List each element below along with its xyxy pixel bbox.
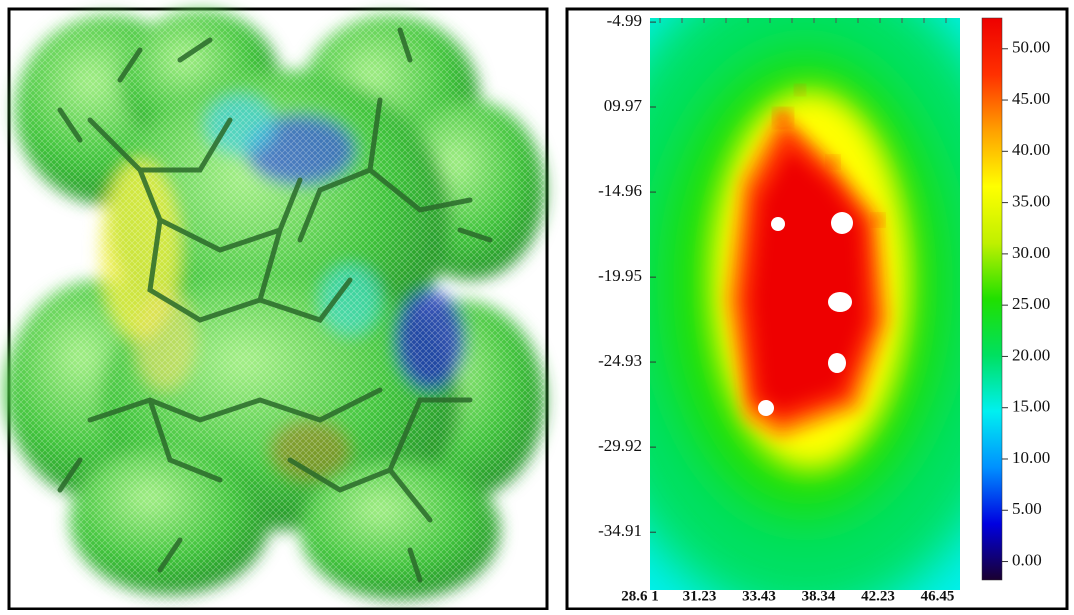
figure: -4.99 09.97 -14.96 -19.95 -24.93 -29.92 -34.91…	[0, 0, 1074, 610]
y-tick-label: -29.92	[598, 436, 642, 455]
colorbar-tick-label: 20.00	[1012, 345, 1050, 364]
field-hole	[758, 400, 774, 416]
y-tick-label: -34.91	[598, 521, 642, 540]
colorbar-tick-label: 30.00	[1012, 243, 1050, 262]
field-hole	[831, 212, 853, 234]
colorbar-tick-label: 45.00	[1012, 89, 1050, 108]
colorbar-tick-label: 25.00	[1012, 294, 1050, 313]
colorbar-tick-label: 35.00	[1012, 192, 1050, 211]
field-spot	[796, 86, 804, 94]
colorbar	[982, 18, 1002, 580]
x-tick-label: 46.45	[921, 588, 955, 604]
x-tick-label: 42.23	[861, 588, 895, 604]
y-tick-label: -19.95	[598, 266, 642, 285]
y-tick-label: -14.96	[598, 181, 642, 200]
field-spot	[776, 111, 790, 125]
field-hole	[828, 292, 852, 312]
y-tick-label: -4.99	[607, 11, 642, 30]
x-tick-label: 38.34	[802, 588, 836, 604]
x-tick-label: 33.43	[742, 588, 776, 604]
field-spot	[873, 215, 883, 225]
field-hole	[828, 353, 846, 373]
colorbar-tick-label: 10.00	[1012, 448, 1050, 467]
field-hole	[771, 217, 785, 231]
colorbar-tick-label: 15.00	[1012, 397, 1050, 416]
molecule-panel	[5, 9, 547, 609]
x-tick-label: 31.23	[683, 588, 717, 604]
colorbar-tick-label: 0.00	[1012, 550, 1042, 569]
colorbar-tick-label: 5.00	[1012, 499, 1042, 518]
colorbar-tick-label: 40.00	[1012, 140, 1050, 159]
colorbar-tick-label: 50.00	[1012, 38, 1050, 57]
x-tick-label: 28.6 1	[621, 588, 659, 604]
field-spot	[828, 157, 838, 167]
y-tick-label: 09.97	[604, 96, 643, 115]
heatmap-panel	[567, 0, 1067, 610]
y-tick-label: -24.93	[598, 351, 642, 370]
